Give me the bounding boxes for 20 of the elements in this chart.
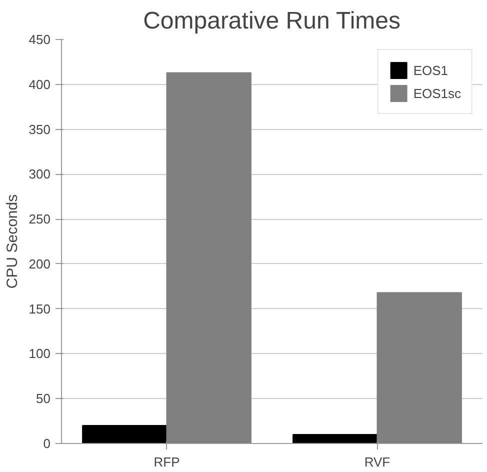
y-tick-label: 450 (28, 32, 51, 47)
chart-title: Comparative Run Times (143, 8, 401, 34)
bar (82, 425, 168, 444)
y-tick-label: 200 (28, 256, 51, 272)
bar (376, 292, 462, 444)
y-tick-label: 50 (36, 391, 51, 406)
legend-label: EOS1 (413, 62, 448, 78)
y-tick-label: 250 (28, 212, 51, 227)
legend-label: EOS1sc (413, 86, 461, 100)
y-tick-label: 300 (28, 166, 51, 182)
bar (292, 434, 378, 444)
bar (166, 72, 252, 444)
y-axis-title: CPU Seconds (4, 194, 21, 289)
x-tick-label: RFP (154, 454, 180, 470)
y-tick-label: 400 (28, 76, 51, 92)
x-tick-label: RVF (364, 454, 390, 470)
y-tick-label: 150 (28, 301, 51, 316)
y-tick-label: 350 (28, 122, 51, 137)
y-tick-label: 0 (43, 436, 51, 451)
y-tick-label: 100 (28, 346, 51, 362)
